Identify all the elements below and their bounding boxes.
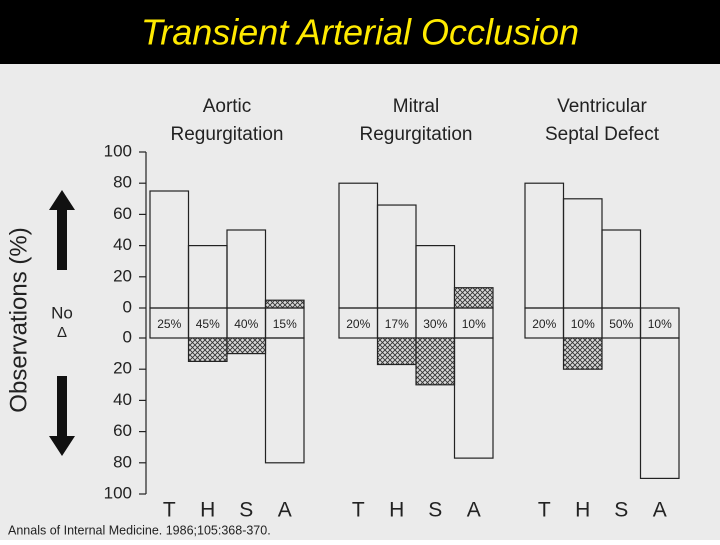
chart-title: Transient Arterial Occlusion [141,12,579,53]
y-tick-label: 20 [113,359,132,378]
x-tick-label: S [614,499,628,522]
no-change-label: 45% [196,317,220,331]
x-tick-label: S [428,499,442,522]
x-tick-label: H [575,499,590,522]
down-arrow [49,376,75,456]
y-tick-label: 20 [113,266,132,285]
no-change-label: 15% [273,317,297,331]
y-tick-label: 0 [123,297,132,316]
panel-title: Aortic [203,96,252,117]
no-change-label: 25% [157,317,181,331]
decrease-bar [376,337,417,366]
no-change-label: 17% [385,317,409,331]
y-tick-label: 40 [113,235,132,254]
title-band [0,0,720,64]
decrease-bar [639,337,680,479]
panel-title: Regurgitation [359,124,472,145]
no-change-label: Δ [57,324,67,341]
source: Annals of Internal Medicine. 1986;105:36… [8,523,271,537]
panel-title: Ventricular [557,96,647,117]
decrease-bar [226,337,267,355]
y-axis-label: Observations (%) [5,227,32,412]
increase-bar [453,287,494,309]
x-tick-label: T [352,499,365,522]
x-tick-label: A [653,499,667,522]
x-tick-label: A [278,499,292,522]
no-change-label: 50% [609,317,633,331]
y-tick-label: 40 [113,390,132,409]
increase-bar [264,299,305,309]
no-change-label: 20% [346,317,370,331]
no-change-label: 40% [234,317,258,331]
y-tick-label: 100 [104,483,132,502]
decrease-bar [187,337,228,362]
x-tick-label: T [163,499,176,522]
no-change-label: 10% [648,317,672,331]
decrease-bar [453,337,494,459]
no-change-label: No [51,303,73,322]
no-change-label: 20% [532,317,556,331]
y-tick-label: 60 [113,421,132,440]
x-tick-label: H [200,499,215,522]
no-change-label: 10% [462,317,486,331]
x-tick-label: T [538,499,551,522]
no-change-label: 10% [571,317,595,331]
y-tick-label: 0 [123,327,132,346]
y-tick-label: 80 [113,452,132,471]
decrease-bar [415,337,456,386]
up-arrow [49,190,75,270]
panel-title: Septal Defect [545,124,660,145]
no-change-label: 30% [423,317,447,331]
x-tick-label: A [467,499,481,522]
panel-title: Regurgitation [170,124,283,145]
x-tick-label: S [239,499,253,522]
y-tick-label: 80 [113,173,132,192]
x-tick-label: H [389,499,404,522]
panel-title: Mitral [393,96,439,117]
y-tick-label: 100 [104,141,132,160]
y-tick-label: 60 [113,204,132,223]
decrease-bar [264,337,305,464]
decrease-bar [562,337,603,370]
